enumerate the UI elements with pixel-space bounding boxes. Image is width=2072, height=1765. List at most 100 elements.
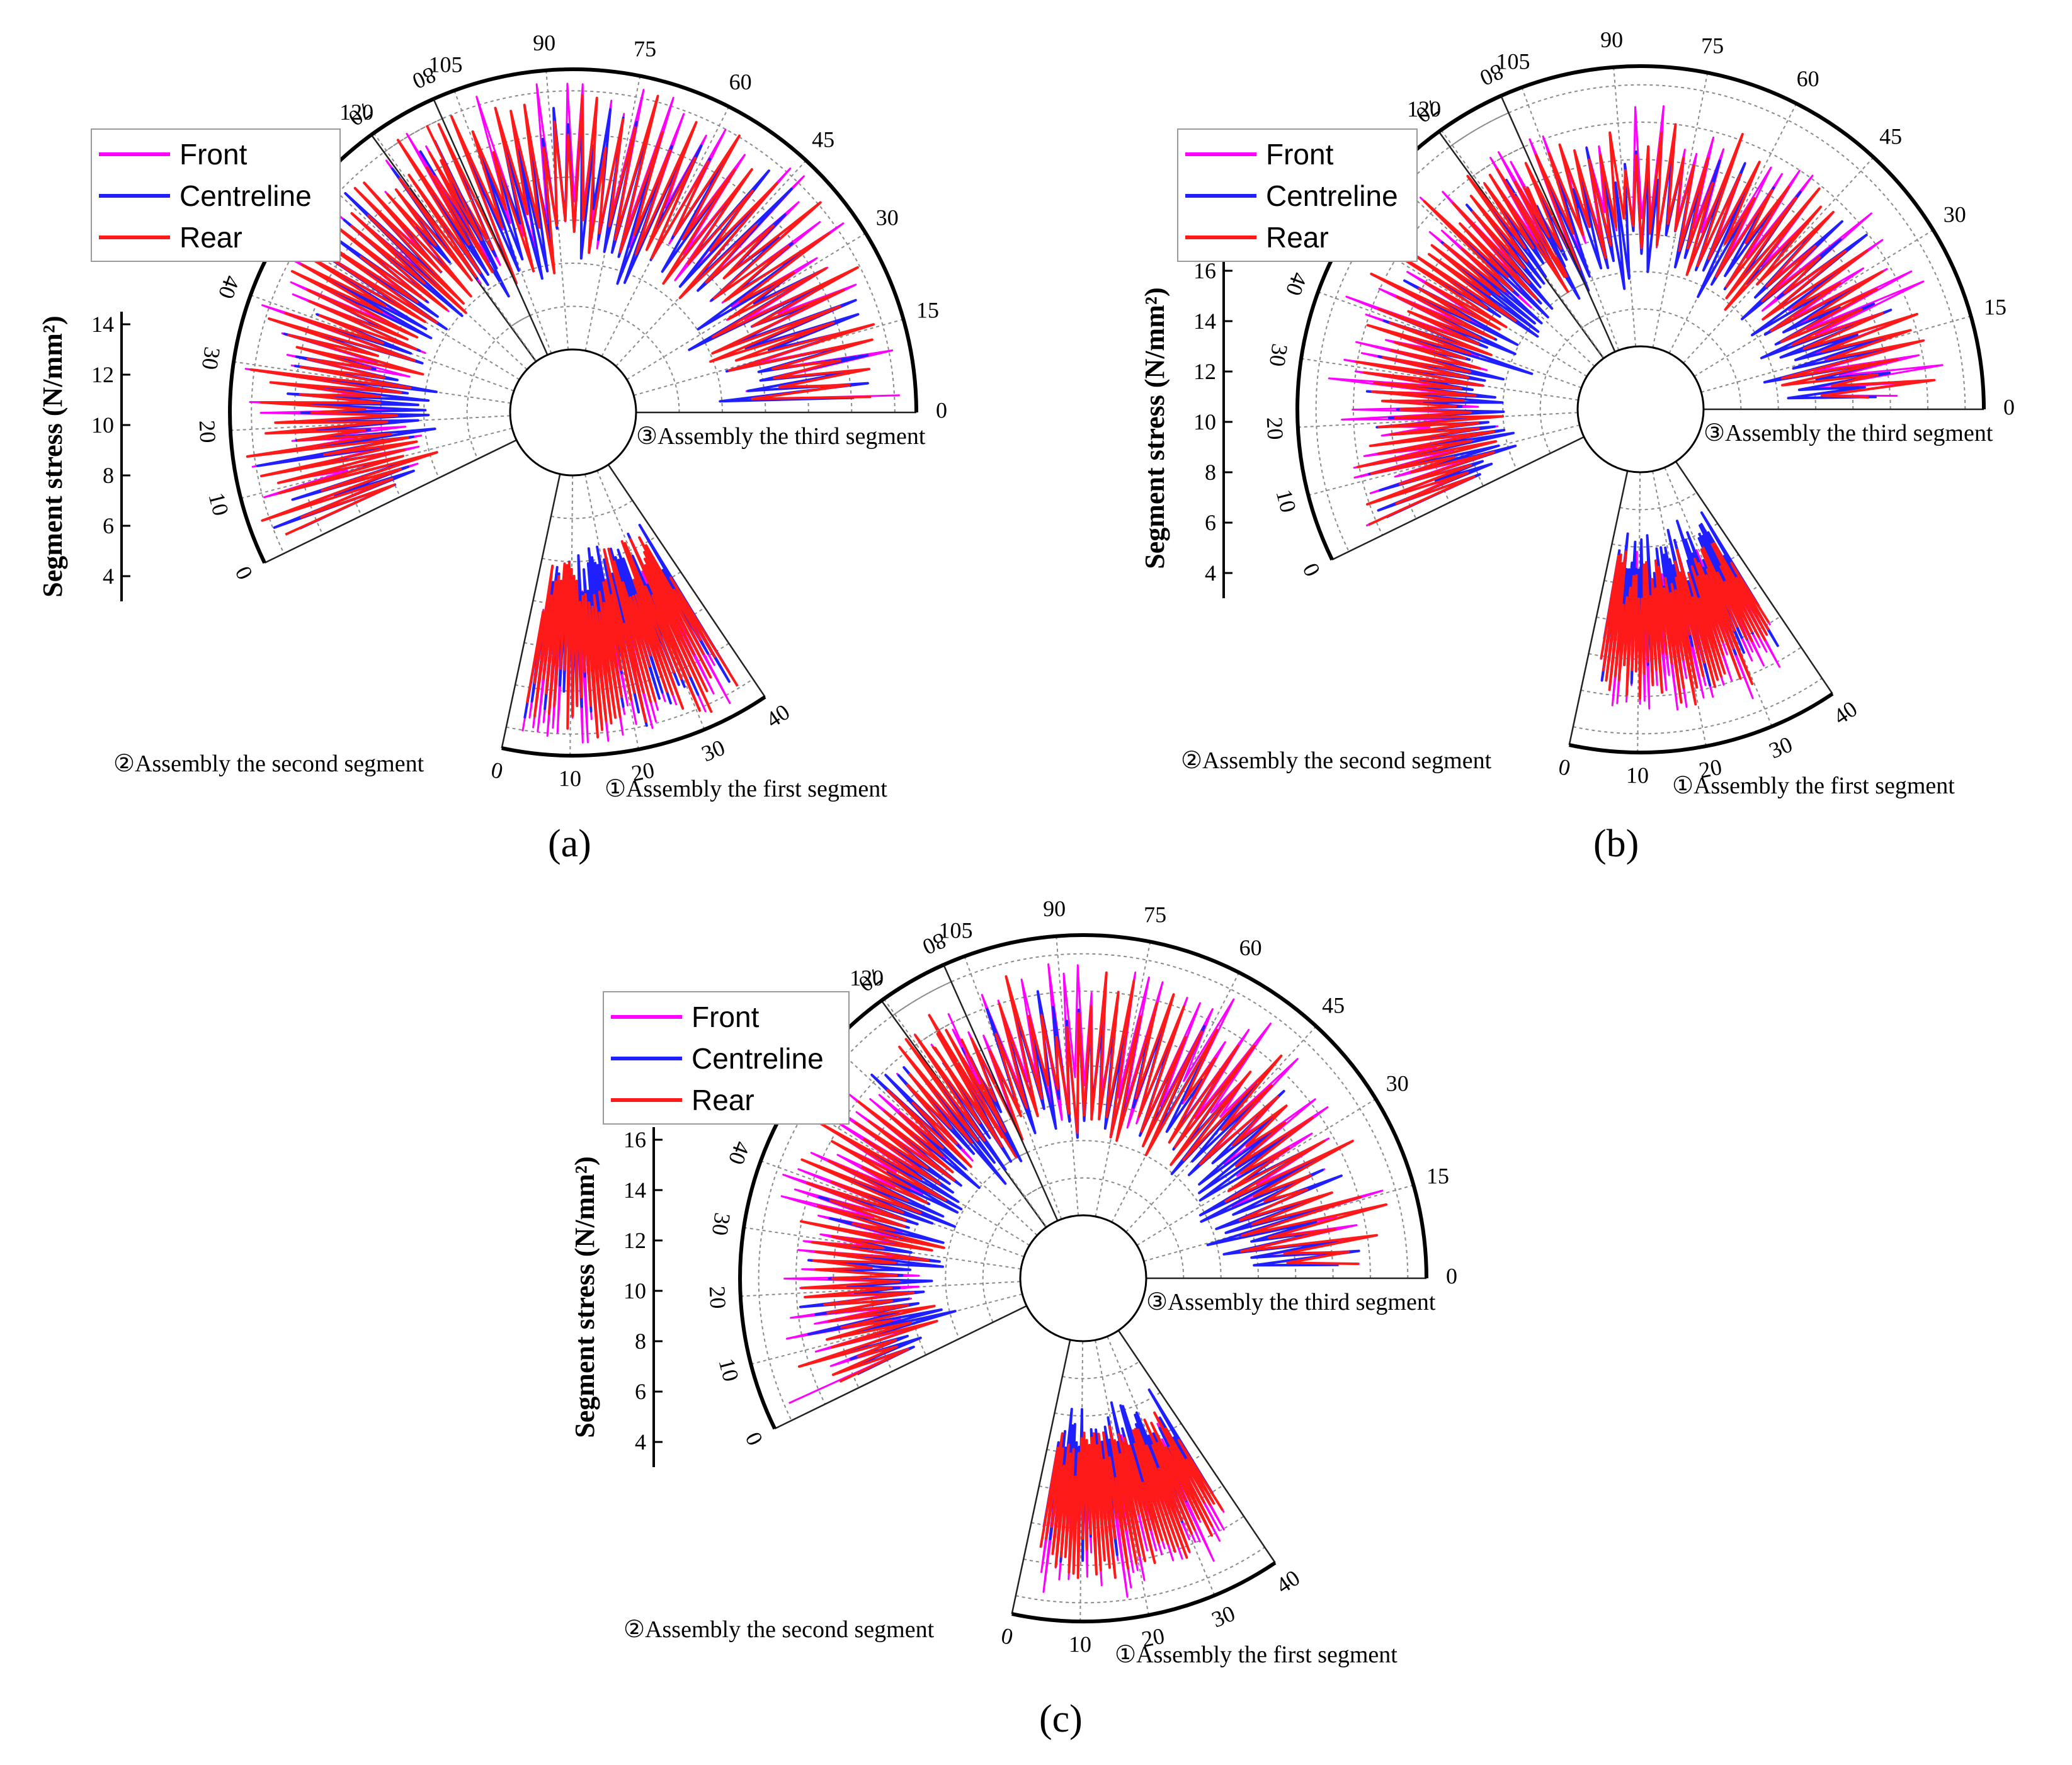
axis-tick-label: 6 [1205, 510, 1216, 535]
grid-circle [459, 219, 766, 413]
grid-spoke [1500, 95, 1616, 353]
sector-tick-label: 120 [339, 99, 373, 125]
axis-tick-label: 10 [623, 1278, 646, 1303]
series-line-rear-second [1355, 168, 1569, 526]
sector-tick-label: 40 [761, 699, 794, 732]
y-axis-label: Segment stress (N/mm²) [569, 1156, 600, 1438]
grid-circle [980, 1103, 1259, 1279]
sector-tick-label: 0 [936, 397, 947, 423]
grid-circle [1352, 146, 1524, 536]
radial-value-axis: 4 6 8 10 12 14 16 Segment stress (N/mm²) [569, 1127, 663, 1467]
center-hub [509, 348, 637, 477]
grid-circle [1315, 112, 1509, 552]
series-line-centreline-second [799, 1046, 1023, 1376]
axis-tick-label: 12 [1193, 359, 1216, 384]
sector-tick-label: 60 [1239, 935, 1262, 960]
sector-tick-label: 40 [1272, 1565, 1304, 1598]
sector-first: 0 10 20 30 40 [489, 464, 794, 791]
sector-tick-label: 0 [1298, 559, 1326, 581]
series-line-centreline-first [1600, 511, 1779, 687]
sector-tick-label: 15 [1426, 1163, 1449, 1188]
sector-rim [1437, 64, 1986, 410]
grid-circle [1023, 1516, 1244, 1566]
series-line-rear-third [1500, 123, 1936, 399]
chart-panel-3: 0153045607590105120010203040010203040506… [569, 896, 1457, 1740]
sector-tick-label: 40 [213, 272, 245, 302]
grid-circle [936, 1028, 1334, 1279]
grid-spoke [1301, 358, 1579, 401]
sector-tick-label: 15 [916, 297, 939, 322]
grid-circle [1537, 234, 1816, 410]
sector-rim [1569, 692, 1834, 755]
sector-tick-label: 10 [1271, 487, 1301, 515]
sector-tick-label: 10 [559, 766, 581, 791]
sector-rim [1295, 94, 1502, 561]
sector-title-first: ①Assembly the first segment [1115, 1642, 1397, 1668]
sector-tick-label: 10 [714, 1356, 744, 1384]
sector-tick-label: 20 [629, 758, 656, 786]
grid-spoke [433, 98, 549, 356]
grid-circle [833, 1049, 982, 1388]
sector-tick-label: 75 [1144, 902, 1166, 928]
legend-label-rear: Rear [179, 221, 242, 254]
sector-tick-label: 30 [1386, 1071, 1409, 1096]
grid-circle [1031, 1485, 1224, 1529]
sector-tick-label: 20 [1697, 754, 1724, 783]
grid-circle [510, 305, 680, 413]
radial-value-axis: 4 6 8 10 12 14 Segment stress (N/mm²) [37, 312, 130, 601]
grid-circle [1580, 647, 1802, 697]
sector-tick-label: 75 [1701, 33, 1724, 59]
sector-tick-label: 30 [707, 1211, 736, 1237]
series-line-rear-first [1600, 542, 1770, 706]
panel-label: (b) [1593, 822, 1639, 865]
grid-circle [423, 275, 513, 479]
sector-tick-label: 60 [729, 69, 752, 94]
axis-tick-label: 8 [635, 1329, 646, 1354]
legend-label-rear: Rear [1266, 221, 1329, 254]
sector-tick-label: 10 [1069, 1632, 1091, 1657]
sector-title-third: ③Assembly the third segment [1704, 420, 1993, 446]
sector-tick-label: 45 [1879, 124, 1902, 149]
axis-tick-label: 10 [1193, 409, 1216, 434]
sector-tick-label: 75 [634, 37, 656, 62]
axis-tick-label: 8 [103, 463, 114, 488]
sector-rim [501, 695, 766, 758]
sector-tick-label: 105 [1496, 48, 1530, 74]
sector-title-second: ②Assembly the second segment [623, 1616, 935, 1643]
grid-circle [1023, 1177, 1185, 1279]
sector-tick-label: 40 [724, 1138, 755, 1168]
center-hub [1019, 1214, 1147, 1342]
sector-tick-label: 90 [1043, 896, 1066, 921]
sector-rim [370, 67, 918, 413]
sector-title-second: ②Assembly the second segment [1181, 747, 1492, 774]
sector-tick-label: 0 [999, 1623, 1015, 1650]
grid-circle [293, 157, 460, 535]
grid-spoke [1011, 1339, 1071, 1615]
sector-tick-label: 60 [1797, 66, 1819, 91]
legend-label-front: Front [1266, 138, 1334, 171]
sector-tick-label: 40 [1829, 696, 1862, 729]
series-line-rear-third [427, 94, 875, 400]
legend-label-centreline: Centreline [179, 179, 312, 212]
chart-panel-1: 0153045607590105120010203040010203040506… [37, 30, 947, 865]
sector-tick-label: 90 [1600, 27, 1623, 52]
sector-tick-label: 0 [231, 562, 258, 584]
sector-first: 0 10 20 30 40 [999, 1330, 1304, 1657]
sector-title-first: ①Assembly the first segment [1672, 773, 1955, 799]
sector-third: 0 15 30 45 60 75 90 105 120 [339, 30, 947, 423]
sector-tick-label: 15 [1984, 294, 2007, 319]
grid-spoke [1331, 436, 1585, 561]
grid-spoke [774, 1305, 1027, 1430]
grid-circle [1062, 1361, 1140, 1380]
axis-tick-label: 14 [91, 312, 114, 337]
legend-label-rear: Rear [692, 1084, 754, 1116]
axis-tick-label: 4 [1205, 560, 1216, 586]
sector-tick-label: 30 [876, 205, 899, 230]
axis-tick-label: 16 [1193, 258, 1216, 283]
grid-spoke [264, 439, 517, 564]
axis-tick-label: 8 [1205, 460, 1216, 485]
series-line-rear-third [928, 971, 1388, 1266]
axis-tick-label: 4 [103, 564, 114, 589]
legend: Front Centreline Rear [91, 128, 341, 262]
